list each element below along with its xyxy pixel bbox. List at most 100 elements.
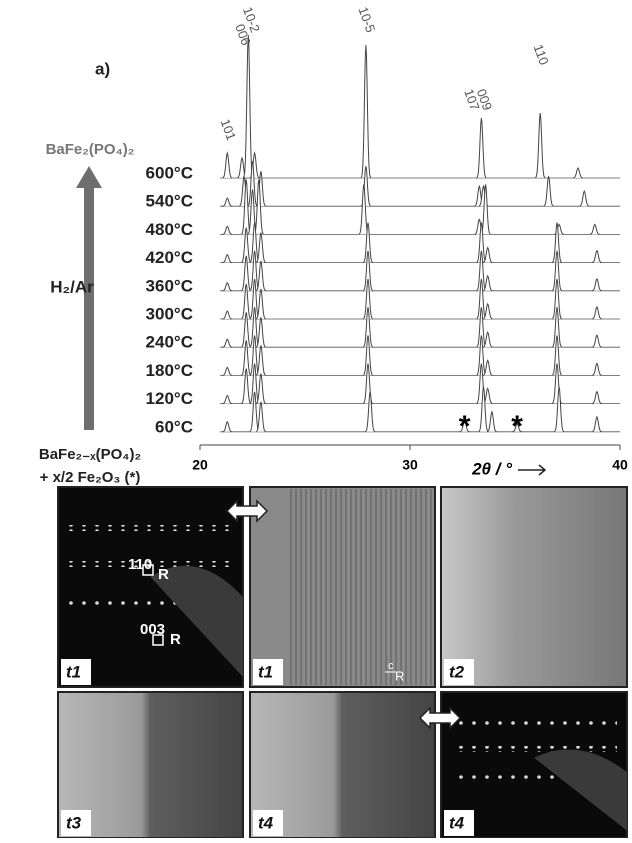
spot-index: 003 — [140, 621, 165, 638]
peak — [255, 260, 266, 292]
axis-index: c — [388, 660, 394, 672]
double-arrow — [418, 706, 462, 730]
reactant-label: + x/2 Fe₂O₃ (*) — [40, 469, 141, 486]
peak — [222, 225, 233, 235]
tem-image — [440, 486, 628, 688]
peak — [362, 222, 374, 263]
peak — [592, 334, 602, 348]
tile-label: t1 — [66, 662, 81, 681]
x-tick-label: 30 — [402, 457, 418, 473]
spot-marker — [152, 634, 164, 646]
peak — [241, 340, 252, 376]
beam-stop — [150, 565, 243, 677]
peak-label: 110 — [531, 42, 552, 67]
arrow-shaft — [84, 185, 94, 430]
peak-label: 006 — [232, 22, 254, 48]
diffraction-row — [68, 601, 233, 607]
peak — [459, 418, 470, 433]
peak — [362, 278, 374, 320]
peak — [255, 401, 266, 433]
peak — [592, 277, 602, 292]
impurity-mark: * — [511, 410, 523, 443]
peak — [535, 112, 546, 179]
peak — [551, 222, 563, 263]
diffraction-row — [451, 719, 617, 726]
tile-label: t1 — [258, 662, 273, 681]
tile-label-box — [253, 810, 283, 836]
peak — [476, 222, 487, 263]
series-label: 540°C — [146, 192, 193, 211]
diffraction-row — [451, 775, 617, 782]
peak — [360, 44, 372, 178]
tile-label-box — [444, 659, 474, 685]
tile-label-box — [61, 810, 91, 836]
axis-arrow — [518, 464, 547, 476]
peak — [476, 250, 487, 292]
peak — [222, 338, 233, 348]
spot-marker — [142, 564, 154, 576]
tile-label: t4 — [449, 813, 465, 832]
peak — [482, 302, 493, 320]
peak — [592, 362, 602, 376]
peak-label: 10-5 — [355, 5, 378, 35]
peak — [255, 232, 266, 263]
tile-label: t4 — [258, 813, 274, 832]
peak — [592, 306, 602, 320]
diffraction-row — [68, 525, 233, 531]
beam-stop — [534, 749, 627, 831]
peak — [222, 310, 233, 320]
peak — [543, 176, 554, 207]
atmosphere-label: H₂/Ar — [50, 277, 94, 296]
product-label: BaFe₂(PO₄)₂ — [46, 141, 135, 158]
peak — [241, 312, 252, 348]
impurity-mark: * — [459, 410, 471, 443]
peak-label: 107 — [461, 87, 483, 113]
peak — [241, 368, 252, 404]
x-tick-label: 20 — [192, 457, 208, 473]
series-label: 480°C — [146, 220, 193, 239]
peak — [592, 390, 602, 405]
peak — [222, 282, 233, 292]
peak — [476, 117, 487, 179]
peak — [512, 423, 522, 433]
peak — [554, 386, 565, 433]
peak — [255, 373, 266, 404]
peak-label: 101 — [218, 117, 240, 143]
peak — [476, 278, 487, 320]
peak — [243, 34, 254, 178]
peak — [222, 366, 233, 376]
peak — [222, 420, 233, 433]
peak — [551, 307, 563, 348]
tile-label-box — [444, 810, 474, 836]
peak — [222, 253, 233, 264]
series-label: 360°C — [146, 276, 193, 295]
peak — [362, 307, 374, 348]
lattice-fringes — [290, 489, 433, 685]
peak — [482, 359, 493, 376]
peak — [573, 167, 583, 179]
peak — [551, 278, 563, 320]
peak — [592, 249, 602, 264]
series-label: 300°C — [146, 304, 193, 323]
reactant-label: BaFe₂₋ₓ(PO₄)₂ — [39, 446, 141, 463]
double-arrow — [225, 499, 269, 523]
series-label: 600°C — [146, 163, 193, 182]
peak — [579, 190, 590, 207]
series-label: 420°C — [146, 248, 193, 267]
peak — [222, 394, 233, 405]
peak-label: 009 — [474, 87, 496, 113]
tile-label-box — [253, 659, 283, 685]
spot-index: 110 — [128, 556, 152, 573]
peak — [241, 227, 252, 263]
peak — [478, 386, 489, 433]
spot-sub: R — [158, 566, 169, 583]
peak — [476, 307, 487, 348]
peak — [255, 345, 266, 376]
series-label: 120°C — [146, 389, 193, 408]
diffraction-row — [451, 746, 617, 753]
peak — [482, 274, 493, 292]
peak — [476, 335, 487, 376]
axis-sub: R — [395, 668, 404, 683]
peak — [482, 331, 493, 348]
series-label: 60°C — [155, 417, 193, 436]
